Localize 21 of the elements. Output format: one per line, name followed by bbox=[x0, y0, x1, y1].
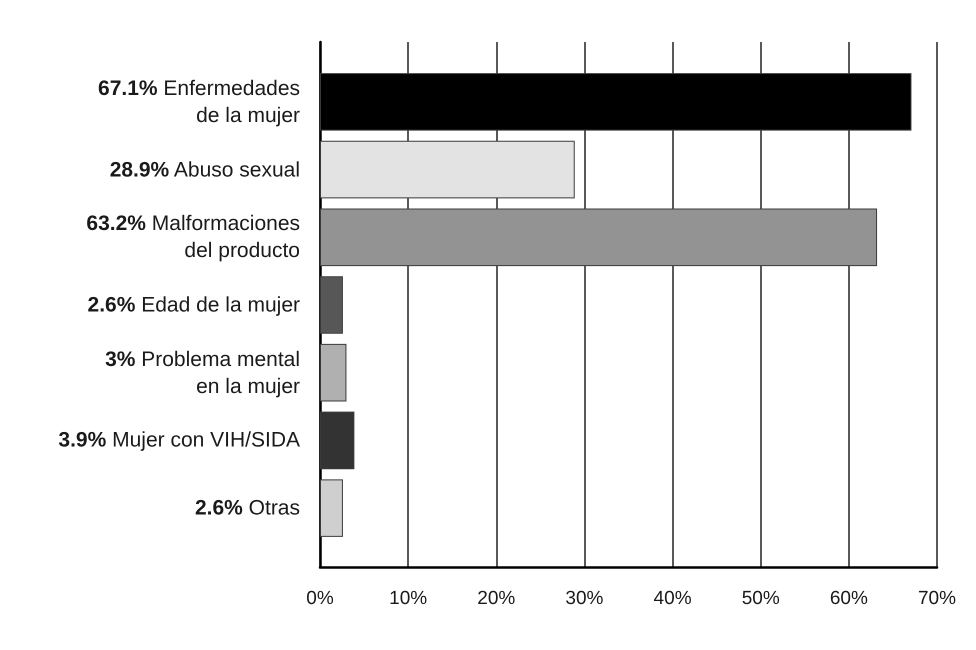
x-tick-label: 20% bbox=[477, 588, 516, 609]
y-tick-label: 3% Problema mental en la mujer bbox=[105, 346, 300, 400]
bar bbox=[320, 344, 346, 402]
y-tick-label: 3.9% Mujer con VIH/SIDA bbox=[58, 428, 300, 454]
x-tick-label: 60% bbox=[830, 588, 868, 609]
y-tick-label: 2.6% Edad de la mujer bbox=[88, 292, 300, 318]
y-tick-label: 28.9% Abuso sexual bbox=[110, 157, 300, 184]
x-tick-label: 30% bbox=[565, 588, 604, 609]
x-tick-label: 40% bbox=[654, 588, 692, 609]
x-tick-label: 50% bbox=[742, 588, 780, 609]
x-tick-label: 70% bbox=[918, 588, 956, 609]
x-tick-label: 10% bbox=[389, 588, 428, 609]
y-tick-label: 63.2% Malformaciones del producto bbox=[86, 211, 300, 264]
y-tick-label: 67.1% Enfermedades de la mujer bbox=[98, 76, 300, 129]
bar bbox=[320, 140, 575, 198]
bar bbox=[320, 412, 354, 470]
bar bbox=[320, 479, 343, 537]
bar bbox=[320, 208, 878, 266]
x-tick-label: 0% bbox=[306, 588, 334, 609]
bar bbox=[320, 276, 343, 334]
y-tick-label: 2.6% Otras bbox=[194, 496, 300, 522]
